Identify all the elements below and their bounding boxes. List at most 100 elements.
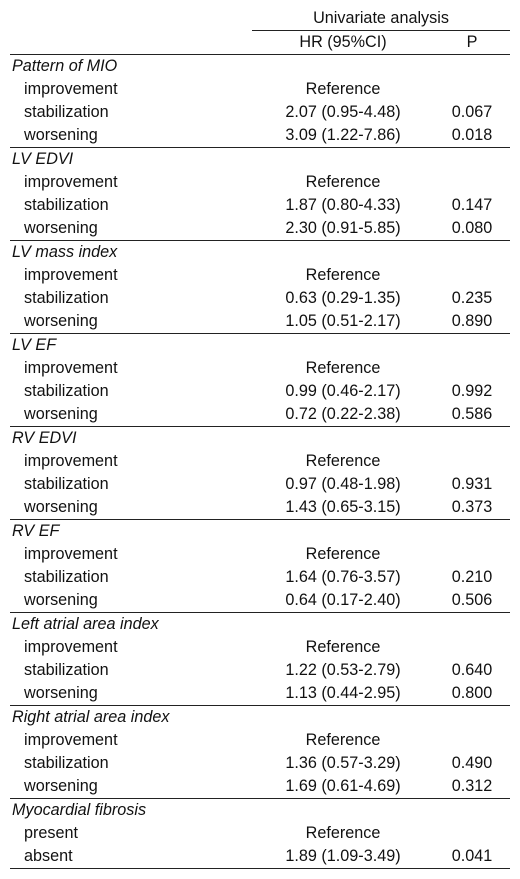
hazard-ratio-cell: 0.99 (0.46-2.17) (285, 382, 401, 400)
row-label: stabilization (24, 754, 109, 772)
p-value-cell: 0.506 (434, 589, 510, 613)
table-row: worsening 1.05 (0.51-2.17) 0.890 (10, 310, 510, 334)
p-value-cell (434, 78, 510, 101)
table-row: improvement Reference (10, 636, 510, 659)
row-label: present (24, 824, 78, 842)
row-label: stabilization (24, 382, 109, 400)
group-header-row: Left atrial area index (10, 613, 510, 637)
group-name: LV mass index (12, 243, 118, 261)
row-label: absent (10, 845, 252, 869)
row-label: improvement (24, 731, 118, 749)
hazard-ratio-cell: 1.36 (0.57-3.29) (285, 754, 401, 772)
group-header-row: RV EDVI (10, 427, 510, 451)
hazard-ratio-cell: Reference (305, 452, 381, 470)
hazard-ratio-cell: Reference (305, 638, 381, 656)
table-row: stabilization 0.63 (0.29-1.35) 0.235 (10, 287, 510, 310)
hazard-ratio-cell: Reference (305, 824, 381, 842)
table-row: worsening 1.43 (0.65-3.15) 0.373 (10, 496, 510, 520)
row-label: improvement (24, 638, 118, 656)
table-row: worsening 1.13 (0.44-2.95) 0.800 (10, 682, 510, 706)
p-value-cell: 0.018 (434, 124, 510, 148)
table-row: improvement Reference (10, 729, 510, 752)
row-label: stabilization (24, 568, 109, 586)
p-value-cell: 0.890 (434, 310, 510, 334)
row-label: worsening (10, 310, 252, 334)
group-name: Left atrial area index (12, 615, 159, 633)
p-value-cell: 0.586 (434, 403, 510, 427)
row-label: worsening (10, 589, 252, 613)
table-row: worsening 0.64 (0.17-2.40) 0.506 (10, 589, 510, 613)
table-row: stabilization 1.36 (0.57-3.29) 0.490 (10, 752, 510, 775)
group-header-row: LV EDVI (10, 148, 510, 172)
row-label: stabilization (24, 103, 109, 121)
header-row-top: Univariate analysis (10, 6, 510, 31)
hazard-ratio-cell: 0.64 (0.17-2.40) (252, 589, 434, 613)
row-label: improvement (24, 452, 118, 470)
p-value-cell (434, 357, 510, 380)
group-header-row: Myocardial fibrosis (10, 799, 510, 823)
table-row: stabilization 0.99 (0.46-2.17) 0.992 (10, 380, 510, 403)
table-row: improvement Reference (10, 450, 510, 473)
p-value-cell: 0.992 (451, 382, 493, 400)
row-label: stabilization (24, 289, 109, 307)
hazard-ratio-cell: 1.87 (0.80-4.33) (285, 196, 401, 214)
hazard-ratio-cell: Reference (305, 359, 381, 377)
p-value-cell (434, 636, 510, 659)
table-row: stabilization 1.87 (0.80-4.33) 0.147 (10, 194, 510, 217)
row-label: worsening (10, 403, 252, 427)
p-value-cell: 0.147 (451, 196, 493, 214)
row-label: worsening (10, 775, 252, 799)
hazard-ratio-cell: 1.89 (1.09-3.49) (252, 845, 434, 869)
hazard-ratio-cell: 1.13 (0.44-2.95) (252, 682, 434, 706)
hazard-ratio-cell: Reference (305, 266, 381, 284)
row-label: improvement (24, 545, 118, 563)
hazard-ratio-cell: 0.63 (0.29-1.35) (285, 289, 401, 307)
table-body: Pattern of MIO improvement Reference stabil… (10, 55, 510, 869)
hazard-ratio-cell: 2.30 (0.91-5.85) (252, 217, 434, 241)
group-header-row: LV EF (10, 334, 510, 358)
p-value-cell: 0.080 (434, 217, 510, 241)
hazard-ratio-cell: 0.97 (0.48-1.98) (285, 475, 401, 493)
row-label: worsening (10, 124, 252, 148)
table-row: stabilization 1.64 (0.76-3.57) 0.210 (10, 566, 510, 589)
group-name: Pattern of MIO (12, 57, 118, 75)
row-label: worsening (10, 496, 252, 520)
p-value-cell: 0.312 (434, 775, 510, 799)
row-label: stabilization (24, 196, 109, 214)
row-label: improvement (24, 80, 118, 98)
hazard-ratio-cell: 3.09 (1.22-7.86) (252, 124, 434, 148)
header-empty-cell (10, 6, 252, 31)
table-row: absent 1.89 (1.09-3.49) 0.041 (10, 845, 510, 869)
group-header-row: LV mass index (10, 241, 510, 265)
p-value-cell (434, 729, 510, 752)
univariate-analysis-table: Univariate analysis HR (95%CI) P Pattern… (10, 6, 510, 869)
p-value-cell (434, 822, 510, 845)
p-value-cell (434, 264, 510, 287)
group-name: Myocardial fibrosis (12, 801, 147, 819)
p-value-cell (434, 450, 510, 473)
hazard-ratio-cell: 2.07 (0.95-4.48) (285, 103, 401, 121)
table-row: worsening 3.09 (1.22-7.86) 0.018 (10, 124, 510, 148)
p-value-cell: 0.373 (434, 496, 510, 520)
group-name: RV EF (12, 522, 60, 540)
p-value-cell: 0.235 (451, 289, 493, 307)
hazard-ratio-cell: Reference (305, 80, 381, 98)
p-value-cell: 0.800 (434, 682, 510, 706)
p-value-cell: 0.640 (451, 661, 493, 679)
group-header-row: Right atrial area index (10, 706, 510, 730)
row-label: improvement (24, 173, 118, 191)
hazard-ratio-cell: Reference (305, 173, 381, 191)
p-value-cell: 0.210 (451, 568, 493, 586)
row-label: improvement (24, 359, 118, 377)
table-row: improvement Reference (10, 171, 510, 194)
p-value-cell: 0.490 (451, 754, 493, 772)
hazard-ratio-cell: 1.43 (0.65-3.15) (252, 496, 434, 520)
row-label: stabilization (24, 475, 109, 493)
p-value-cell: 0.041 (434, 845, 510, 869)
hazard-ratio-cell: 0.72 (0.22-2.38) (252, 403, 434, 427)
row-label: worsening (10, 682, 252, 706)
row-label: stabilization (24, 661, 109, 679)
p-value-cell (434, 543, 510, 566)
header-hr-column: HR (95%CI) (252, 30, 434, 55)
